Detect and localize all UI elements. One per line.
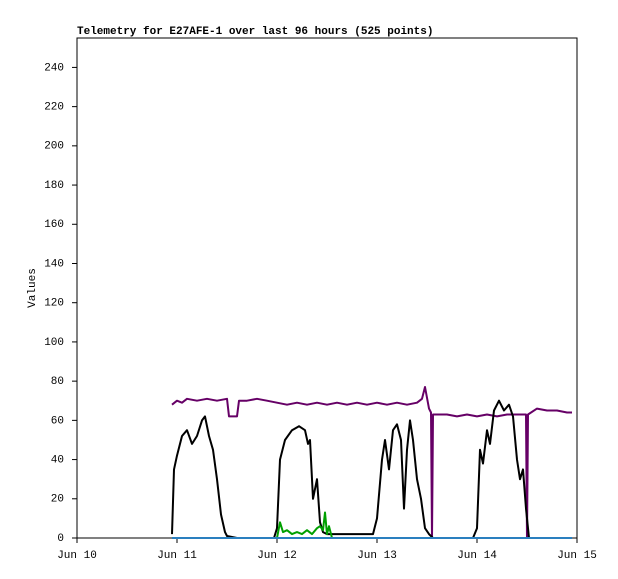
x-tick-label: Jun 14: [457, 550, 497, 562]
x-tick-label: Jun 10: [57, 550, 97, 562]
y-tick-label: 40: [51, 454, 64, 466]
series-line: [276, 511, 333, 539]
y-tick-label: 120: [44, 298, 64, 310]
y-tick-label: 160: [44, 219, 64, 231]
x-tick-label: Jun 11: [157, 550, 197, 562]
y-tick-label: 20: [51, 494, 64, 506]
x-tick-label: Jun 13: [357, 550, 397, 562]
y-tick-label: 220: [44, 102, 64, 114]
y-tick-label: 0: [57, 533, 64, 545]
y-tick-label: 140: [44, 258, 64, 270]
y-tick-label: 60: [51, 415, 64, 427]
x-tick-label: Jun 12: [257, 550, 297, 562]
y-tick-label: 100: [44, 337, 64, 349]
y-tick-label: 180: [44, 180, 64, 192]
chart-title: Telemetry for E27AFE-1 over last 96 hour…: [77, 26, 433, 38]
x-tick-label: Jun 15: [557, 550, 597, 562]
y-axis-label: Values: [27, 268, 39, 308]
series-line: [171, 386, 572, 539]
series-line: [171, 399, 572, 539]
y-tick-label: 200: [44, 141, 64, 153]
y-tick-label: 240: [44, 62, 64, 74]
y-tick-label: 80: [51, 376, 64, 388]
